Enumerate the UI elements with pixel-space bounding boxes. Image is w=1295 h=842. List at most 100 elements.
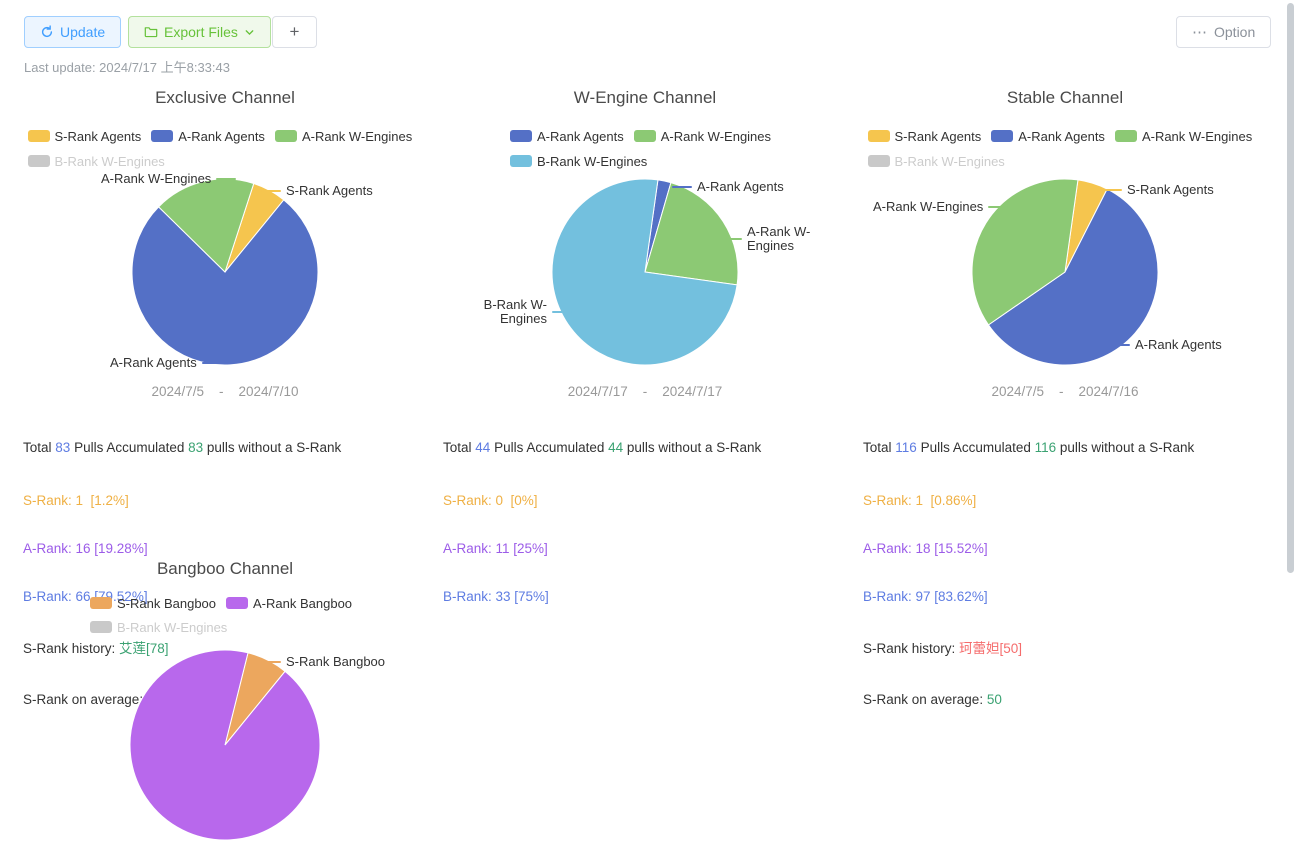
legend-item-a-rank-agents[interactable]: A-Rank Agents bbox=[510, 128, 624, 144]
legend-item-a-rank-bangboo[interactable]: A-Rank Bangboo bbox=[226, 595, 352, 611]
a-rank-stat: A-Rank: 11 [25%] bbox=[443, 541, 548, 556]
legend-swatch bbox=[510, 130, 532, 142]
total-pulls-line: Total 44 Pulls Accumulated 44 pulls with… bbox=[443, 440, 762, 455]
legend-label: A-Rank Agents bbox=[537, 128, 624, 144]
leader-line bbox=[261, 190, 281, 192]
legend-stable: S-Rank Agents A-Rank Agents A-Rank W-Eng… bbox=[867, 128, 1263, 169]
legend-swatch bbox=[151, 130, 174, 142]
s-rank-average-line: S-Rank on average: 50 bbox=[863, 692, 1002, 707]
chevron-down-icon bbox=[245, 29, 254, 35]
leader-line bbox=[722, 238, 742, 240]
pie-chart-exclusive[interactable] bbox=[130, 177, 320, 367]
legend-label: B-Rank W-Engines bbox=[537, 153, 648, 169]
option-button-label: Option bbox=[1214, 24, 1256, 40]
legend-label: S-Rank Agents bbox=[54, 128, 142, 144]
legend-item-s-rank-agents[interactable]: S-Rank Agents bbox=[27, 128, 142, 144]
legend-swatch bbox=[633, 130, 656, 142]
legend-label: A-Rank Agents bbox=[178, 128, 265, 144]
date-range-w-engine: 2024/7/17-2024/7/17 bbox=[567, 384, 723, 399]
legend-swatch bbox=[510, 155, 532, 167]
update-button[interactable]: Update bbox=[24, 16, 122, 48]
add-tab-button[interactable]: + bbox=[272, 16, 317, 48]
pie-slice-a-rank-bangboo[interactable] bbox=[129, 649, 321, 841]
legend-swatch bbox=[27, 155, 50, 167]
chart-title-bangboo: Bangboo Channel bbox=[156, 559, 294, 578]
pie-label-b-rank-w-engines: B-Rank W-Engines bbox=[483, 298, 572, 326]
plus-icon: + bbox=[289, 22, 300, 41]
legend-item-a-rank-w-engines[interactable]: A-Rank W-Engines bbox=[633, 128, 772, 144]
legend-exclusive: S-Rank Agents A-Rank Agents A-Rank W-Eng… bbox=[27, 128, 423, 169]
pie-slice-a-rank-w-engines[interactable] bbox=[971, 178, 1079, 326]
a-rank-stat: A-Rank: 16 [19.28%] bbox=[23, 541, 148, 556]
date-range-exclusive: 2024/7/5-2024/7/10 bbox=[151, 384, 299, 399]
s-rank-stat: S-Rank: 1 [0.86%] bbox=[863, 493, 977, 508]
w-engine-channel-card: W-Engine Channel A-Rank Agents A-Rank W-… bbox=[435, 80, 855, 604]
s-rank-stat: S-Rank: 0 [0%] bbox=[443, 493, 538, 508]
leader-line bbox=[261, 661, 281, 663]
leader-line bbox=[201, 362, 222, 364]
pie-slice-b-rank-w-engines[interactable] bbox=[551, 178, 738, 366]
legend-label: S-Rank Bangboo bbox=[117, 595, 217, 611]
legend-item-b-rank-w-engines[interactable]: B-Rank W-Engines bbox=[27, 153, 165, 169]
exclusive-channel-card: Exclusive Channel S-Rank Agents A-Rank A… bbox=[15, 80, 435, 707]
legend-item-b-rank-w-engines[interactable]: B-Rank W-Engines bbox=[90, 619, 227, 635]
s-rank-history-line: S-Rank history: 珂蕾妲[50] bbox=[863, 641, 1023, 656]
pie-label-a-rank-agents: A-Rank Agents bbox=[672, 180, 784, 194]
pie-label-a-rank-w-engines: A-Rank W-Engines bbox=[101, 172, 237, 186]
scrollbar-thumb[interactable] bbox=[1287, 3, 1294, 573]
ellipsis-icon: ⋯ bbox=[1192, 24, 1207, 41]
s-rank-stat: S-Rank: 1 [1.2%] bbox=[23, 493, 129, 508]
legend-w-engine: A-Rank Agents A-Rank W-Engines B-Rank W-… bbox=[510, 128, 780, 169]
legend-label: B-Rank W-Engines bbox=[117, 619, 228, 635]
leader-line bbox=[672, 186, 692, 188]
legend-label: A-Rank W-Engines bbox=[301, 128, 413, 144]
stats-stable: Total 116 Pulls Accumulated 116 pulls wi… bbox=[863, 408, 1275, 739]
legend-item-s-rank-agents[interactable]: S-Rank Agents bbox=[867, 128, 982, 144]
legend-label: B-Rank W-Engines bbox=[894, 153, 1005, 169]
leader-line bbox=[216, 178, 237, 180]
leader-line bbox=[552, 311, 572, 313]
legend-swatch bbox=[274, 130, 297, 142]
legend-swatch bbox=[991, 130, 1014, 142]
update-button-label: Update bbox=[60, 24, 106, 40]
pie-chart-bangboo[interactable] bbox=[128, 648, 322, 842]
export-files-button-label: Export Files bbox=[164, 24, 238, 40]
legend-label: S-Rank Agents bbox=[894, 128, 982, 144]
legend-label: A-Rank Bangboo bbox=[253, 595, 353, 611]
legend-item-a-rank-w-engines[interactable]: A-Rank W-Engines bbox=[274, 128, 413, 144]
pie-slice-a-rank-agents[interactable] bbox=[987, 188, 1159, 366]
pie-slice-a-rank-agents[interactable] bbox=[131, 199, 319, 366]
refresh-icon bbox=[41, 25, 53, 38]
legend-item-a-rank-agents[interactable]: A-Rank Agents bbox=[151, 128, 265, 144]
last-update-text: Last update: 2024/7/17 上午8:33:43 bbox=[24, 60, 230, 75]
pie-label-a-rank-w-engines: A-Rank W-Engines bbox=[873, 200, 1009, 214]
pie-label-s-rank-agents: S-Rank Agents bbox=[261, 184, 373, 198]
bangboo-channel-card: Bangboo Channel S-Rank Bangboo A-Rank Ba… bbox=[15, 548, 435, 841]
legend-item-a-rank-agents[interactable]: A-Rank Agents bbox=[991, 128, 1105, 144]
pie-chart-w-engine[interactable] bbox=[550, 177, 740, 367]
chart-title-w-engine: W-Engine Channel bbox=[573, 88, 717, 107]
legend-item-s-rank-bangboo[interactable]: S-Rank Bangboo bbox=[90, 595, 216, 611]
legend-label: A-Rank Agents bbox=[1018, 128, 1105, 144]
legend-label: B-Rank W-Engines bbox=[54, 153, 165, 169]
legend-label: A-Rank W-Engines bbox=[660, 128, 772, 144]
pie-label-s-rank-bangboo: S-Rank Bangboo bbox=[261, 655, 385, 669]
leader-line bbox=[1110, 344, 1130, 346]
pie-chart-stable[interactable] bbox=[970, 177, 1160, 367]
folder-icon bbox=[144, 27, 158, 38]
legend-swatch bbox=[27, 130, 50, 142]
option-button[interactable]: ⋯ Option bbox=[1176, 16, 1272, 48]
total-pulls-line: Total 83 Pulls Accumulated 83 pulls with… bbox=[23, 440, 342, 455]
legend-item-a-rank-w-engines[interactable]: A-Rank W-Engines bbox=[1114, 128, 1253, 144]
legend-item-b-rank-w-engines[interactable]: B-Rank W-Engines bbox=[510, 153, 647, 169]
pie-slice-a-rank-w-engines[interactable] bbox=[157, 178, 255, 273]
legend-item-b-rank-w-engines[interactable]: B-Rank W-Engines bbox=[867, 153, 1005, 169]
leader-line bbox=[988, 206, 1009, 208]
stats-w-engine: Total 44 Pulls Accumulated 44 pulls with… bbox=[443, 408, 855, 637]
legend-swatch bbox=[226, 597, 249, 609]
legend-label: A-Rank W-Engines bbox=[1141, 128, 1253, 144]
legend-swatch bbox=[90, 621, 112, 633]
stats-exclusive: Total 83 Pulls Accumulated 83 pulls with… bbox=[23, 408, 435, 739]
export-files-button[interactable]: Export Files bbox=[128, 16, 271, 48]
legend-swatch bbox=[90, 597, 112, 609]
